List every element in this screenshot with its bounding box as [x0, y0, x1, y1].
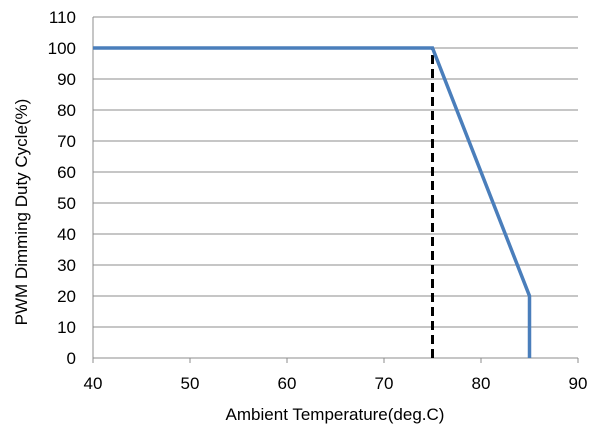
- x-tick-label: 50: [181, 374, 200, 393]
- x-tick-label: 40: [84, 374, 103, 393]
- y-tick-label: 50: [57, 194, 76, 213]
- x-tick-label: 90: [569, 374, 588, 393]
- y-tick-label: 60: [57, 163, 76, 182]
- axes: [92, 17, 579, 363]
- y-tick-labels: 0 10 20 30 40 50 60 70 80 90 100 110: [48, 8, 76, 368]
- y-tick-label: 110: [49, 8, 76, 27]
- y-tick-label: 100: [48, 39, 76, 58]
- x-tick-label: 60: [278, 374, 297, 393]
- y-tick-label: 30: [57, 256, 76, 275]
- y-tick-label: 10: [57, 318, 76, 337]
- y-axis-title: PWM Dimming Duty Cycle(%): [12, 99, 31, 326]
- series-line-0: [93, 46, 532, 358]
- y-tick-label: 20: [57, 287, 76, 306]
- x-axis-title: Ambient Temperature(deg.C): [226, 405, 445, 424]
- x-tick-label: 80: [472, 374, 491, 393]
- y-tick-label: 90: [57, 70, 76, 89]
- y-tick-label: 70: [57, 132, 76, 151]
- series-lines: [93, 46, 532, 358]
- y-tick-label: 0: [67, 349, 76, 368]
- x-tick-labels: 40 50 60 70 80 90: [84, 374, 588, 393]
- x-tick-label: 70: [375, 374, 394, 393]
- y-tick-label: 40: [57, 225, 76, 244]
- gridlines: [93, 16, 578, 328]
- y-tick-label: 80: [57, 101, 76, 120]
